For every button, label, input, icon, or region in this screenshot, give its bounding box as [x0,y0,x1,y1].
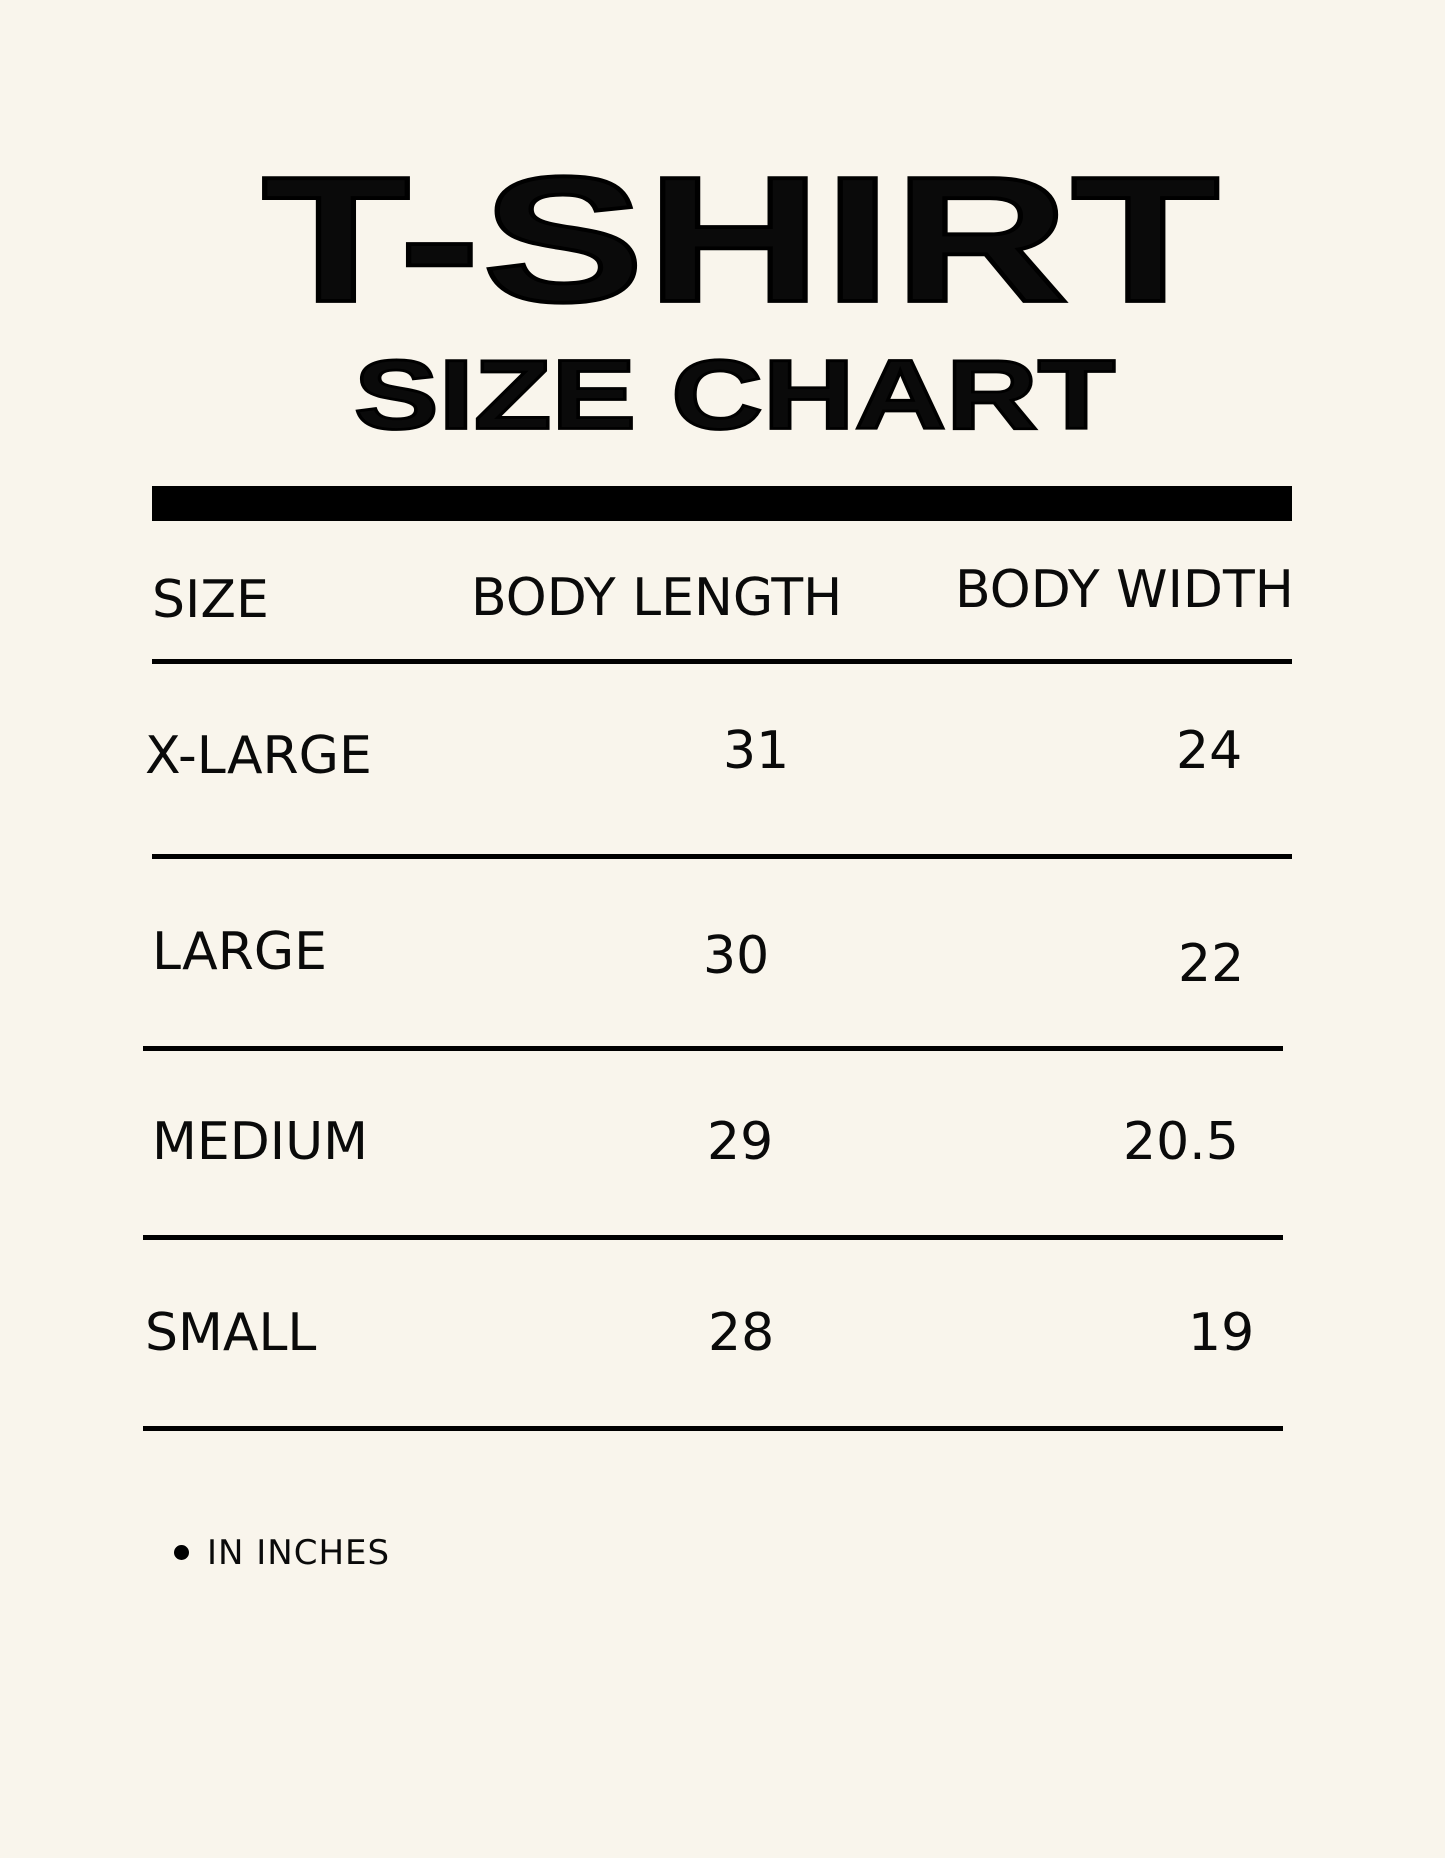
row-length: 28 [708,1303,775,1363]
row-size: MEDIUM [152,1112,369,1172]
row-width: 19 [1188,1303,1255,1363]
row-length: 30 [703,926,770,986]
row-divider [143,1235,1283,1240]
row-size: LARGE [152,922,328,982]
row-divider [152,659,1292,664]
page-title: T-SHIRT [259,139,1222,340]
header-size: SIZE [152,570,269,630]
page-subtitle: SIZE CHART [352,340,1117,451]
row-size: SMALL [145,1303,317,1363]
header-body-width: BODY WIDTH [955,560,1294,620]
row-width: 22 [1178,934,1245,994]
row-width: 20.5 [1123,1112,1239,1172]
row-width: 24 [1176,721,1243,781]
bullet-icon [174,1545,189,1560]
row-size: X-LARGE [145,726,372,786]
header-body-length: BODY LENGTH [471,568,843,628]
row-length: 31 [723,721,790,781]
units-note: IN INCHES [207,1533,391,1573]
row-divider [143,1426,1283,1431]
row-divider [152,854,1292,859]
row-divider [143,1046,1283,1051]
title-divider [152,486,1292,521]
row-length: 29 [707,1112,774,1172]
